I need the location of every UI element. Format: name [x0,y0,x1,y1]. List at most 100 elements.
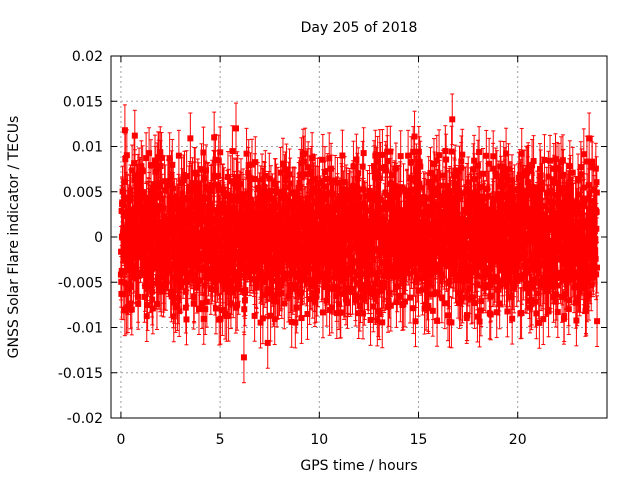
data-point [145,268,152,275]
data-point [140,195,147,202]
data-point [134,176,141,183]
data-point [162,281,169,288]
data-point [320,192,327,199]
data-point [267,188,274,195]
data-point [264,290,271,297]
data-point [202,195,209,202]
data-point [190,250,197,257]
data-point [267,312,274,319]
data-point [151,214,158,221]
data-point [120,291,127,298]
data-point [276,287,283,294]
data-point [310,185,317,192]
data-point [136,230,143,237]
data-point [160,288,167,295]
data-point [227,300,234,307]
data-point [132,222,139,229]
data-point [262,172,269,179]
data-point [309,211,316,218]
data-point [180,269,187,276]
data-point [217,315,224,322]
data-point [124,304,131,311]
data-point [275,290,282,297]
data-point [230,196,237,203]
data-point [241,241,248,248]
data-point [296,254,303,261]
data-point [171,294,178,301]
data-point [250,220,257,227]
data-point [295,208,302,215]
data-point [248,161,255,168]
data-point [211,218,218,225]
data-point [233,268,240,275]
data-point [135,272,142,279]
data-point [252,213,259,220]
data-point [199,300,206,307]
data-point [178,242,185,249]
data-point [274,264,281,271]
data-point [220,250,227,257]
data-point [319,156,326,163]
data-point [192,170,199,177]
data-point [229,148,236,155]
data-point [173,264,180,271]
data-point [231,248,238,255]
data-point [303,269,310,276]
data-point [178,283,185,290]
data-point [306,296,313,303]
data-point [167,208,174,215]
data-point [170,185,177,192]
data-point [118,248,125,255]
data-point [215,183,222,190]
data-point [195,306,202,313]
data-point [272,180,279,187]
data-point [143,313,150,320]
data-point [304,311,311,318]
data-point [277,169,284,176]
data-point [299,171,306,178]
data-point [292,270,299,277]
data-point [266,175,273,182]
data-point [138,163,145,170]
data-point [131,172,138,179]
data-point [183,316,190,323]
data-point [285,184,292,191]
data-point [304,171,311,178]
data-point [147,162,154,169]
data-point [315,188,322,195]
data-point [174,206,181,213]
data-point [148,283,155,290]
data-point [191,294,198,301]
data-point [308,280,315,287]
data-series [117,93,601,384]
data-point [187,270,194,277]
data-point [313,293,320,300]
data-point [212,156,219,163]
data-point [298,230,305,237]
data-point [201,175,208,182]
data-point [270,295,277,302]
data-point [176,308,183,315]
data-point [161,178,168,185]
data-point [252,159,259,166]
data-point [144,272,151,279]
data-point [219,307,226,314]
data-point [134,238,141,245]
data-point [144,302,151,309]
data-point [128,284,135,291]
data-point [322,282,329,289]
data-point [122,156,129,163]
data-point [147,237,154,244]
data-point [280,206,287,213]
data-point [235,184,242,191]
data-point [283,166,290,173]
data-point [321,168,328,175]
data-point [309,155,316,162]
data-point [257,319,264,326]
data-point [279,160,286,167]
data-point [202,306,209,313]
data-point [261,278,268,285]
data-point [200,315,207,322]
data-point [245,161,252,168]
